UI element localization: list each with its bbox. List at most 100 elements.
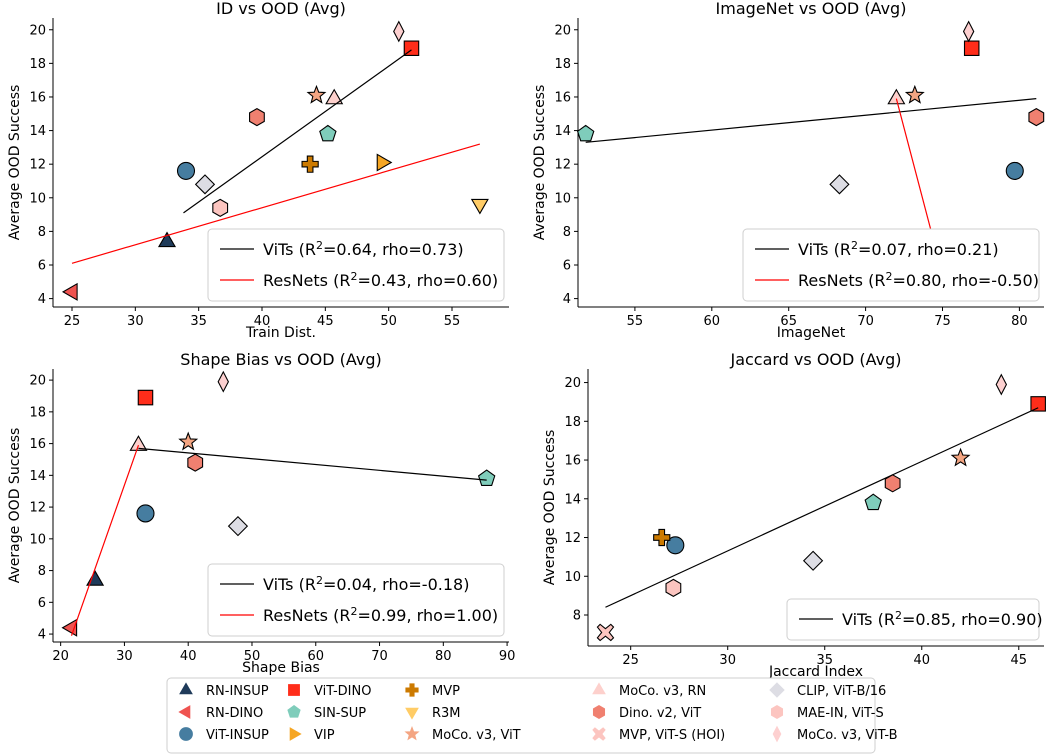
point-rn-dino (61, 282, 78, 301)
point-moco-v3-rn (129, 435, 148, 451)
point-vit-dino (1030, 396, 1046, 412)
y-tick-label: 12 (564, 531, 581, 546)
fit-line-vits (585, 98, 1037, 143)
point-sin-sup (576, 124, 595, 142)
x-tick-label: 25 (622, 653, 639, 668)
point-r3m (470, 198, 489, 215)
y-tick-label: 4 (38, 628, 46, 643)
fit-legend (207, 228, 505, 302)
x-tick-label: 50 (244, 649, 261, 664)
legend-marker-vip (289, 727, 302, 741)
y-tick-label: 18 (29, 57, 46, 72)
fit-legend-label-vits: ViTs (R2=0.85, rho=0.90) (842, 609, 1043, 630)
y-tick-label: 16 (554, 90, 571, 105)
x-tick-label: 55 (627, 314, 644, 329)
y-tick-label: 20 (564, 376, 581, 391)
y-tick-label: 12 (29, 501, 46, 516)
legend-marker-sin-sup (287, 705, 301, 718)
point-mae-in-vit-s (665, 578, 682, 598)
fit-legend (207, 563, 505, 637)
point-vit-dino (137, 389, 154, 406)
legend-label-mvp: MVP (432, 684, 460, 699)
x-tick-label: 20 (52, 649, 69, 664)
figure-legend-box (166, 677, 876, 754)
x-tick-label: 30 (116, 649, 133, 664)
point-sin-sup (864, 493, 882, 511)
legend-label-sin-sup: SIN-SUP (314, 706, 366, 721)
point-moco-v3-vit-b (393, 20, 405, 43)
fit-legend-label-resnets: ResNets (R2=0.99, rho=1.00) (263, 605, 498, 626)
legend-marker-vit-insup (179, 727, 193, 741)
point-sin-sup (477, 469, 496, 486)
point-clip-vit-b-16 (194, 174, 216, 195)
legend-marker-moco-v3-vit (404, 726, 420, 741)
point-moco-v3-vit-b (962, 20, 975, 43)
x-axis-label: ImageNet (777, 325, 846, 341)
legend-label-vit-dino: ViT-DINO (314, 684, 371, 699)
legend-label-clip-vit-b-16: CLIP, ViT-B/16 (797, 684, 886, 699)
fit-legend (742, 228, 1040, 302)
x-tick-label: 45 (317, 314, 334, 329)
point-mvp (653, 528, 671, 547)
x-tick-label: 75 (934, 314, 951, 329)
x-tick-label: 30 (127, 314, 144, 329)
fit-legend-label-resnets: ResNets (R2=0.43, rho=0.60) (263, 270, 498, 291)
y-axis-label: Average OOD Success (542, 430, 558, 586)
point-moco-v3-vit-b (995, 373, 1008, 396)
legend-label-rn-dino: RN-DINO (206, 706, 263, 721)
x-tick-label: 60 (704, 314, 721, 329)
y-axis-label: Average OOD Success (532, 85, 548, 241)
point-dino-v2-vit (884, 474, 901, 493)
point-mae-in-vit-s (212, 198, 229, 218)
y-tick-label: 20 (554, 23, 571, 38)
legend-label-r3m: R3M (432, 706, 461, 721)
legend-label-vip: VIP (314, 728, 335, 743)
point-moco-v3-rn (325, 88, 344, 105)
legend-marker-clip-vit-b-16 (769, 682, 785, 698)
fit-line-vits (183, 49, 412, 214)
x-tick-label: 40 (180, 649, 197, 664)
y-tick-label: 20 (29, 23, 46, 38)
x-tick-label: 60 (307, 649, 324, 664)
y-tick-label: 12 (29, 158, 46, 173)
point-vit-insup (136, 504, 155, 523)
subplot-title: Shape Bias vs OOD (Avg) (180, 350, 381, 369)
legend-label-moco-v3-vit-b: MoCo. v3, ViT-B (797, 728, 898, 743)
x-tick-label: 65 (780, 314, 797, 329)
point-clip-vit-b-16 (829, 174, 850, 195)
y-tick-label: 10 (29, 191, 46, 206)
y-tick-label: 16 (564, 454, 581, 469)
y-tick-label: 16 (29, 437, 46, 452)
point-moco-v3-vit (950, 447, 971, 467)
fit-legend-label-resnets: ResNets (R2=0.80, rho=-0.50) (798, 270, 1039, 291)
legend-marker-rn-insup (179, 682, 193, 695)
fit-line-vits (605, 407, 1039, 608)
legend-marker-mae-in-vit-s (770, 705, 784, 719)
x-tick-label: 80 (435, 649, 452, 664)
point-vit-dino (963, 40, 980, 57)
x-tick-label: 35 (816, 653, 833, 668)
x-tick-label: 40 (254, 314, 271, 329)
y-tick-label: 8 (38, 564, 46, 579)
point-mvp-vit-s-hoi (596, 623, 615, 642)
y-tick-label: 8 (563, 225, 571, 240)
point-clip-vit-b-16 (802, 550, 824, 571)
fit-legend-label-vits: ViTs (R2=0.04, rho=-0.18) (263, 574, 469, 595)
subplot-jaccard-vs-ood-avg: Jaccard vs OOD (Avg) 25 30 35 40 45 8 10 12 14 16 1… (542, 350, 1046, 680)
x-tick-label: 70 (371, 649, 388, 664)
y-tick-label: 8 (573, 609, 581, 624)
subplot-imagenet-vs-ood-avg: ImageNet vs OOD (Avg) 55 60 65 70 75 80 4 6 8 10 12… (532, 0, 1045, 341)
point-moco-v3-vit (178, 431, 199, 451)
point-dino-v2-vit (1028, 107, 1045, 127)
x-tick-label: 30 (719, 653, 736, 668)
point-vip (376, 153, 393, 172)
x-tick-label: 40 (913, 653, 930, 668)
y-tick-label: 8 (38, 225, 46, 240)
legend-label-dino-v2-vit: Dino. v2, ViT (619, 706, 701, 721)
legend-label-moco-v3-vit: MoCo. v3, ViT (432, 728, 521, 743)
y-tick-label: 18 (554, 57, 571, 72)
x-axis-label: Jaccard Index (768, 664, 863, 680)
subplot-id-vs-ood-avg: ID vs OOD (Avg) 25 30 35 40 45 50 55 4 6 8 10 12 14 16… (7, 0, 509, 341)
x-tick-label: 90 (499, 649, 516, 664)
y-tick-label: 14 (29, 124, 46, 139)
